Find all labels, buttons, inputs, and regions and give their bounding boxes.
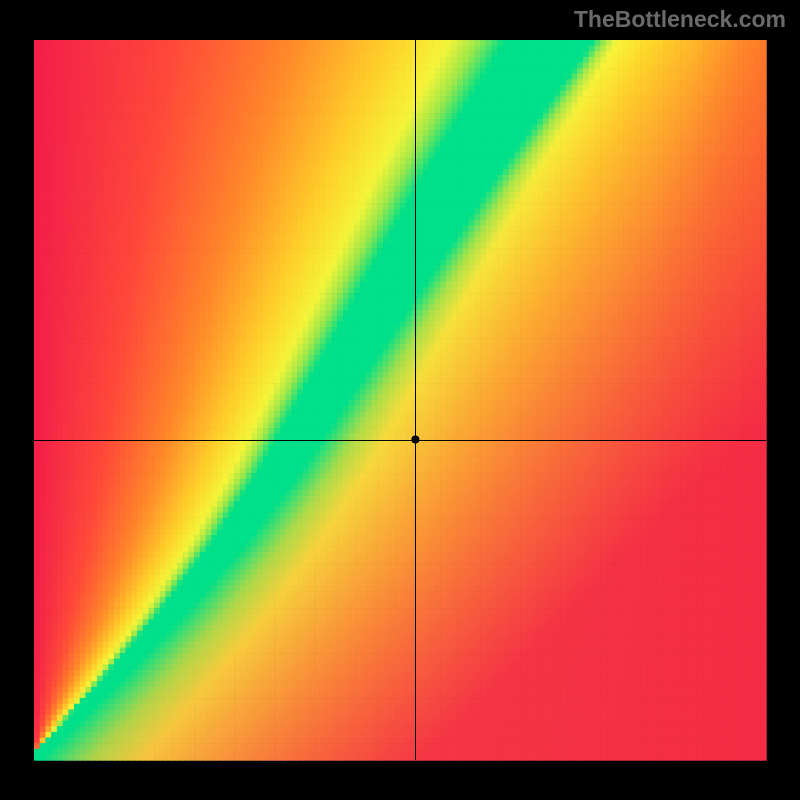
heatmap-canvas — [0, 0, 800, 800]
watermark-text: TheBottleneck.com — [574, 6, 786, 33]
